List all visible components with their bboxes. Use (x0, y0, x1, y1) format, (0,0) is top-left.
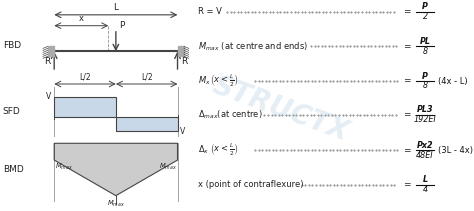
Text: $M_x$: $M_x$ (198, 75, 211, 87)
Text: R = V: R = V (198, 7, 222, 16)
Text: STRUCTX: STRUCTX (208, 71, 353, 146)
Text: x: x (79, 14, 84, 23)
Text: P: P (422, 72, 428, 81)
Text: 192EI: 192EI (414, 115, 437, 124)
Text: 8: 8 (422, 47, 428, 56)
Text: L/2: L/2 (141, 72, 153, 81)
Text: $\left(x < \frac{L}{2}\right)$: $\left(x < \frac{L}{2}\right)$ (210, 142, 239, 158)
Text: L: L (422, 175, 428, 184)
Text: =: = (403, 146, 410, 155)
Bar (48, 46, 54, 56)
Text: BMD: BMD (3, 165, 24, 174)
Text: R: R (45, 57, 51, 66)
Text: $M_{max}$: $M_{max}$ (159, 162, 177, 172)
Text: $\Delta_{max}$(at centre): $\Delta_{max}$(at centre) (198, 108, 263, 121)
Text: =: = (403, 77, 410, 85)
Text: $M_{max}$: $M_{max}$ (55, 162, 73, 172)
Text: $\Delta_x$: $\Delta_x$ (198, 144, 210, 156)
Polygon shape (54, 143, 178, 196)
Text: =: = (403, 42, 410, 51)
Text: $M_{max}$ (at centre and ends): $M_{max}$ (at centre and ends) (198, 40, 308, 53)
Text: =: = (403, 110, 410, 119)
Text: =: = (403, 7, 410, 16)
Text: (3L - 4x): (3L - 4x) (438, 146, 473, 155)
Text: R: R (181, 57, 187, 66)
Text: PL: PL (419, 37, 430, 46)
Text: P: P (422, 2, 428, 11)
Polygon shape (116, 117, 178, 131)
Text: P: P (118, 21, 124, 30)
Text: V: V (180, 127, 186, 136)
Text: x (point of contraflexure): x (point of contraflexure) (198, 180, 303, 189)
Text: 2: 2 (422, 12, 428, 21)
Text: (4x - L): (4x - L) (438, 77, 468, 85)
Text: 48EI: 48EI (416, 151, 434, 160)
Text: L: L (113, 3, 118, 12)
Text: Px2: Px2 (417, 141, 433, 150)
Text: PL3: PL3 (417, 105, 433, 114)
Text: $\left(x < \frac{L}{2}\right)$: $\left(x < \frac{L}{2}\right)$ (210, 73, 239, 89)
Text: =: = (403, 180, 410, 189)
Text: V: V (46, 92, 51, 101)
Bar (178, 46, 184, 56)
Text: 4: 4 (422, 185, 428, 194)
Text: 8: 8 (422, 81, 428, 91)
Polygon shape (54, 97, 116, 117)
Text: $M_{max}$: $M_{max}$ (107, 199, 125, 209)
Text: FBD: FBD (3, 41, 21, 50)
Text: SFD: SFD (3, 107, 20, 116)
Text: L/2: L/2 (79, 72, 91, 81)
